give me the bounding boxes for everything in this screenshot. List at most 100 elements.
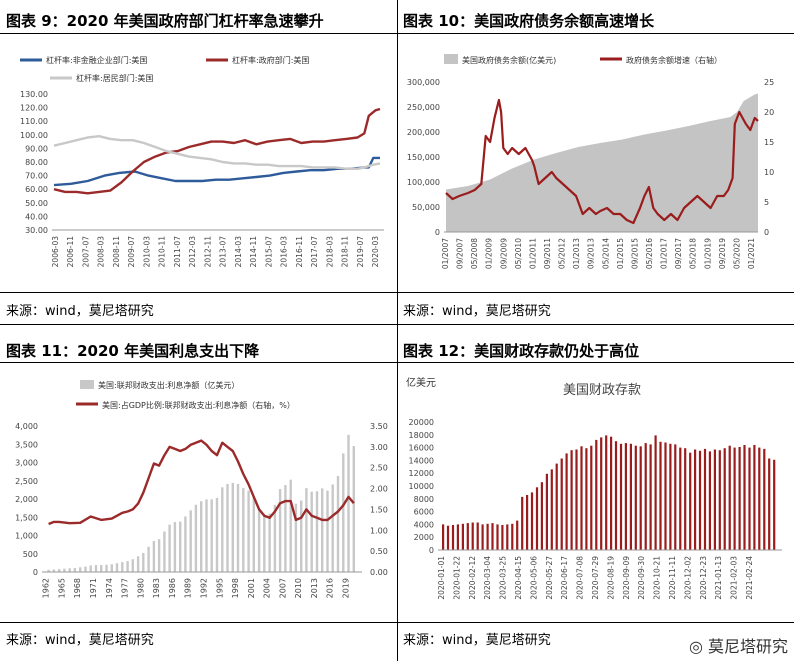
x-tick-label: 2020-06-17 <box>560 556 569 600</box>
deposit-bar <box>763 448 766 550</box>
y-tick-label: 50.00 <box>25 199 48 208</box>
interest-bar <box>321 488 324 572</box>
chart9-source: 来源：wind，莫尼塔研究 <box>6 304 154 319</box>
x-tick-label: 2008-11 <box>112 236 121 268</box>
deposit-bar <box>456 524 459 550</box>
y-tick-label-left: 2,500 <box>15 477 38 486</box>
y-tick-label-right: 0.00 <box>370 568 388 577</box>
interest-bar <box>173 522 177 572</box>
x-tick-label: 2013-07 <box>219 236 228 268</box>
x-tick-label: 05/2014 <box>601 238 610 269</box>
y-tick-label-right: 10 <box>764 168 774 177</box>
wechat-icon: ◎ <box>688 637 708 656</box>
x-tick-label: 1974 <box>105 578 114 598</box>
interest-bar <box>184 516 187 572</box>
legend-label: 杠杆率:居民部门:美国 <box>76 73 153 83</box>
x-tick-label: 2011-07 <box>173 236 182 268</box>
deposit-bar <box>491 523 494 550</box>
interest-bar <box>157 539 161 572</box>
deposit-bar <box>466 523 469 550</box>
x-tick-label: 1989 <box>184 578 193 598</box>
deposit-bar <box>535 487 539 550</box>
x-tick-label: 2004 <box>263 578 272 598</box>
legend-label: 杠杆率:政府部门:美国 <box>232 55 309 65</box>
x-tick-label: 2019-07 <box>356 236 365 268</box>
deposit-bar <box>442 524 445 550</box>
x-tick-label: 2020-01-01 <box>437 556 446 600</box>
interest-bar <box>126 561 129 572</box>
chart12: 亿美元 美国财政存款 0 2000 4000 6000 8000 10000 12000 1400… <box>406 376 782 600</box>
x-tick-label: 2020-03 <box>371 236 380 268</box>
y-tick-label-right: 0.50 <box>370 547 388 556</box>
x-tick-label: 1992 <box>199 578 208 598</box>
y-tick-label: 120.00 <box>20 104 48 113</box>
x-tick-label: 2020-04-15 <box>514 556 523 600</box>
y-tick-label: 4000 <box>414 520 434 529</box>
interest-bar <box>326 490 329 572</box>
interest-bar <box>194 504 198 572</box>
deposit-bar <box>530 492 534 550</box>
y-tick-label-right: 15 <box>764 138 774 147</box>
interest-bar <box>273 504 277 572</box>
interest-bar <box>79 567 82 572</box>
x-tick-label: 2020-03-04 <box>483 556 492 600</box>
deposit-bar <box>476 522 479 550</box>
y-tick-label: 18000 <box>409 431 434 440</box>
deposit-bar <box>669 443 672 550</box>
x-tick-label: 2014-11 <box>249 236 258 268</box>
y-tick-label: 6000 <box>414 508 434 517</box>
deposit-bar <box>446 525 450 550</box>
interest-bar <box>205 499 208 572</box>
deposit-bar <box>496 524 499 550</box>
deposit-bar <box>659 441 662 550</box>
chart10-title: 图表 10：美国政府债务余额高速增长 <box>403 12 655 30</box>
rule-vertical <box>397 0 398 661</box>
y-tick-label: 80.00 <box>25 158 48 167</box>
deposit-bar <box>555 463 558 550</box>
interest-bar <box>278 489 282 572</box>
x-tick-label: 1998 <box>231 578 240 598</box>
deposit-bar <box>674 444 677 550</box>
interest-bar <box>168 524 171 572</box>
x-tick-label: 01/2017 <box>660 238 669 269</box>
deposit-bar <box>619 443 623 550</box>
interest-bar <box>200 501 203 572</box>
deposit-bar <box>590 445 593 550</box>
deposit-bar <box>501 525 504 550</box>
x-tick-label: 2016-11 <box>295 236 304 268</box>
interest-bar <box>342 453 345 572</box>
x-tick-label: 1971 <box>89 578 98 598</box>
legend-label: 美国:占GDP比例:联邦财政支出:利息净额（右轴，%） <box>102 400 295 410</box>
deposit-bar <box>728 445 731 550</box>
series-line-3 <box>53 135 381 170</box>
legend-label: 美国政府债务余额(亿美元) <box>462 55 556 65</box>
interest-bar <box>63 568 66 572</box>
deposit-bar <box>595 439 598 550</box>
x-tick-label: 1962 <box>42 578 51 598</box>
y-tick-label: 110.00 <box>20 117 48 126</box>
x-tick-label: 2020-11-11 <box>668 556 677 600</box>
chart9: 30.00 40.00 50.00 60.00 70.00 80.00 90.00 100.0… <box>20 55 384 268</box>
watermark-text: 莫尼塔研究 <box>707 637 788 656</box>
legend-label: 杠杆率:非金融企业部门:美国 <box>46 55 147 65</box>
deposit-bar <box>516 520 519 550</box>
deposit-bar <box>694 449 697 550</box>
interest-bar <box>131 559 134 572</box>
x-tick-label: 2020-07-29 <box>591 556 600 600</box>
deposit-bar <box>575 449 578 550</box>
x-tick-label: 2010-11 <box>158 236 167 268</box>
y-tick-label-right: 1.50 <box>370 505 388 514</box>
x-tick-label: 2012-03 <box>188 236 197 268</box>
series-line-1 <box>53 156 380 187</box>
deposit-bar <box>713 449 716 550</box>
deposit-bar <box>486 523 489 550</box>
y-tick-label-right: 2.50 <box>370 464 388 473</box>
deposit-bar <box>614 441 618 550</box>
y-tick-label: 130.00 <box>20 90 48 99</box>
interest-bar <box>84 566 87 572</box>
x-tick-label: 09/2013 <box>587 238 596 269</box>
interest-bar <box>347 434 350 572</box>
x-tick-label: 2014-03 <box>234 236 243 268</box>
x-tick-label: 2020-07-08 <box>576 556 585 600</box>
interest-bar <box>58 569 61 572</box>
